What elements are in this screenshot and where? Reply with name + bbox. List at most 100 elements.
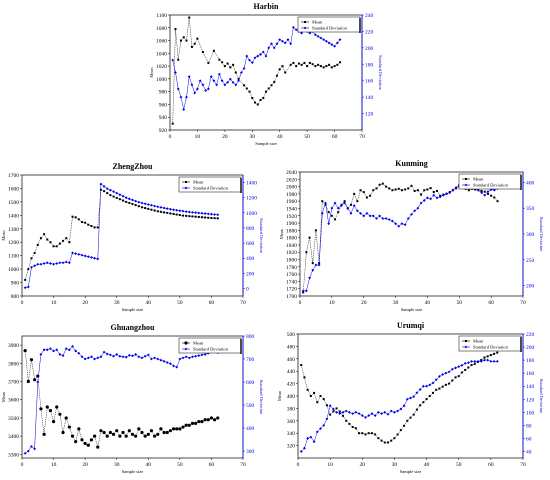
data-point — [197, 211, 201, 215]
x-tick-label: 40 — [146, 462, 152, 468]
data-point — [105, 434, 109, 438]
data-point — [67, 261, 71, 265]
y2-tick-label: 1200 — [246, 196, 257, 202]
data-point — [168, 429, 172, 433]
data-point — [172, 364, 175, 368]
data-point — [216, 416, 220, 420]
data-point — [89, 438, 94, 442]
data-point — [415, 391, 419, 395]
y-tick-label: 1400 — [8, 213, 19, 219]
x-tick-label: 40 — [425, 300, 431, 306]
data-point — [465, 340, 467, 342]
data-point — [311, 262, 314, 265]
x-axis-label: Sample size — [122, 307, 144, 312]
data-point — [70, 434, 75, 438]
data-point — [361, 432, 364, 435]
y2-tick-label: 200 — [246, 271, 255, 277]
data-point — [248, 90, 251, 93]
data-point — [196, 87, 199, 91]
data-point — [33, 378, 37, 382]
data-point — [493, 196, 496, 199]
data-point — [118, 193, 122, 197]
data-point — [337, 211, 340, 214]
data-point — [389, 409, 393, 413]
y2-tick-label: 200 — [365, 46, 374, 52]
data-point — [243, 84, 246, 87]
data-point — [267, 46, 271, 50]
data-point — [324, 39, 328, 43]
data-point — [179, 39, 182, 42]
data-point — [194, 354, 198, 358]
data-point — [396, 409, 400, 413]
y2-axis-label: Standard Deviation — [539, 379, 544, 415]
data-point — [213, 213, 216, 216]
y2-tick-label: 100 — [526, 410, 535, 416]
data-point — [297, 62, 300, 65]
data-point — [473, 362, 476, 365]
x-tick-label: 60 — [209, 462, 215, 468]
data-point — [178, 357, 182, 361]
data-point — [45, 261, 49, 265]
y2-tick-label: 600 — [246, 380, 255, 386]
data-point — [188, 215, 191, 218]
data-point — [137, 427, 141, 431]
data-point — [159, 427, 163, 431]
x-tick-label: 10 — [327, 462, 333, 468]
x-tick-label: 50 — [177, 300, 183, 306]
x-tick-label: 0 — [299, 300, 302, 306]
data-point — [217, 72, 221, 76]
legend-label: Mean — [312, 20, 323, 25]
data-point — [93, 357, 97, 361]
y2-tick-label: 800 — [246, 226, 255, 232]
data-point — [281, 65, 284, 68]
data-point — [226, 80, 229, 84]
data-point — [62, 239, 65, 242]
data-point — [71, 251, 74, 255]
data-point — [90, 256, 93, 259]
y-tick-label: 1100 — [8, 254, 19, 260]
y2-tick-label: 220 — [365, 29, 374, 35]
data-point — [386, 412, 390, 416]
data-point — [438, 195, 442, 199]
data-point — [295, 65, 298, 68]
data-point — [77, 253, 81, 256]
data-point — [358, 432, 361, 435]
x-axis-label: Sample size — [400, 469, 422, 474]
data-point — [315, 430, 319, 434]
data-point — [367, 432, 370, 435]
data-point — [412, 395, 416, 399]
y-tick-label: 1080 — [156, 26, 167, 32]
x-tick-label: 20 — [360, 462, 366, 468]
data-point — [460, 371, 463, 374]
data-point — [194, 211, 198, 215]
data-point — [162, 430, 166, 435]
y-tick-label: 3800 — [8, 361, 19, 367]
data-point — [270, 84, 273, 87]
chart-title: Ghuangzhou — [110, 323, 155, 332]
data-point — [322, 423, 326, 427]
data-point — [67, 425, 71, 429]
x-tick-label: 20 — [361, 300, 367, 306]
data-point — [248, 58, 251, 62]
data-point — [380, 412, 383, 416]
data-point — [319, 395, 322, 397]
data-point — [303, 61, 306, 64]
data-point — [64, 260, 68, 264]
data-point — [338, 410, 341, 413]
data-point — [84, 221, 87, 224]
data-point — [147, 207, 150, 210]
data-point — [333, 65, 336, 68]
data-point — [210, 212, 213, 216]
data-point — [320, 211, 324, 215]
data-point — [422, 199, 426, 202]
data-point — [331, 407, 335, 411]
data-point — [380, 439, 383, 442]
data-point — [390, 439, 393, 442]
data-point — [360, 414, 364, 417]
data-point — [146, 203, 150, 206]
data-point — [102, 184, 106, 188]
data-point — [234, 83, 238, 87]
data-point — [486, 190, 490, 194]
data-point — [369, 194, 372, 197]
